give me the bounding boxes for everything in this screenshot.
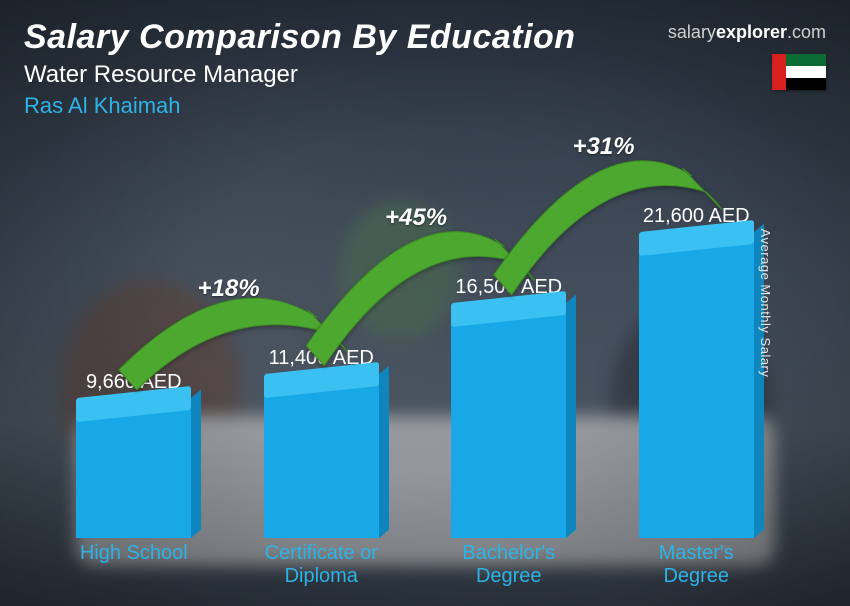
brand-logo: salaryexplorer.com	[668, 22, 826, 43]
increase-arrow: +31%	[40, 140, 790, 588]
y-axis-label: Average Monthly Salary	[758, 229, 773, 378]
logo-part-3: .com	[787, 22, 826, 42]
chart-location: Ras Al Khaimah	[24, 93, 826, 119]
chart-subtitle: Water Resource Manager	[24, 61, 826, 89]
logo-part-2: explorer	[716, 22, 787, 42]
increase-label: +31%	[573, 133, 635, 161]
uae-flag-icon	[772, 54, 826, 90]
bar-chart: 9,660 AED 11,400 AED 16,500 AED 21,600 A…	[40, 140, 790, 588]
logo-part-1: salary	[668, 22, 716, 42]
